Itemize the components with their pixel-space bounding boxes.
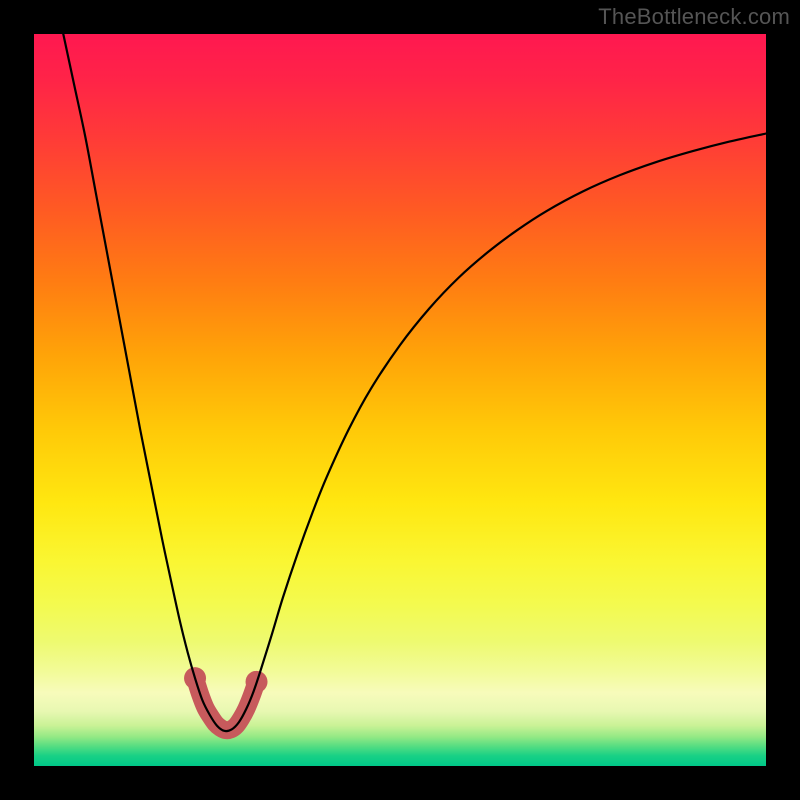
bottleneck-chart <box>0 0 800 800</box>
watermark-label: TheBottleneck.com <box>598 4 790 30</box>
chart-frame: TheBottleneck.com <box>0 0 800 800</box>
gradient-background <box>34 34 766 766</box>
